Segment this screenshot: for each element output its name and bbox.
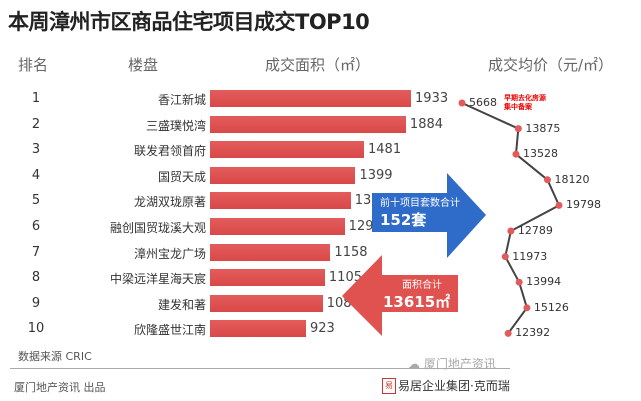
units-value: 152套	[380, 211, 427, 229]
price-point	[504, 329, 512, 337]
price-point	[543, 176, 551, 184]
producer: 厦门地产资讯 出品	[14, 381, 106, 394]
project-label: 香江新城	[157, 93, 206, 107]
rank-label: 10	[27, 321, 45, 337]
area-bar	[210, 243, 331, 261]
price-point	[515, 278, 523, 286]
price-label: 11973	[512, 249, 548, 263]
header-rank: 排名	[18, 56, 49, 74]
price-point	[523, 304, 531, 312]
header-price: 成交均价（元/㎡）	[488, 56, 614, 74]
seal-logo-icon: 易	[382, 378, 396, 394]
price-point	[514, 125, 522, 133]
project-label: 龙湖双珑原著	[133, 195, 206, 210]
area-bar	[210, 269, 325, 287]
area-bar	[210, 192, 351, 210]
chart-title: 本周漳州市区商品住宅项目成交TOP10	[8, 10, 370, 34]
area-bar	[210, 294, 323, 312]
price-label: 13528	[522, 147, 558, 161]
price-label: 13875	[525, 121, 561, 135]
price-note: 早期去化房源集中备案	[504, 94, 546, 111]
brand-name: 易居企业集团·克而瑞	[398, 379, 510, 393]
area-label: 面积合计	[402, 280, 442, 291]
area-value-label: 1884	[409, 116, 444, 132]
rank-label: 3	[31, 142, 41, 158]
rank-label: 1	[31, 91, 41, 106]
rank-label: 2	[31, 116, 41, 132]
area-value: 13615㎡	[383, 293, 451, 311]
wechat-mark: ☁ 厦门地产资讯	[408, 357, 496, 371]
area-bar	[210, 166, 356, 184]
price-point	[507, 227, 515, 235]
project-label: 三盛璞悦湾	[145, 118, 206, 133]
blue-arrow	[372, 173, 486, 258]
rank-label: 4	[31, 167, 41, 183]
data-source: 数据来源 CRIC	[18, 350, 92, 363]
area-value-label: 1933	[415, 91, 449, 106]
area-bar	[210, 115, 406, 133]
rank-label: 6	[31, 219, 41, 234]
price-label: 19798	[566, 198, 601, 212]
price-label: 12789	[517, 224, 553, 237]
area-bar	[210, 90, 412, 107]
header-area: 成交面积（㎡）	[265, 56, 371, 74]
price-point	[512, 150, 520, 158]
rank-label: 7	[31, 244, 41, 260]
price-label: 15126	[533, 300, 569, 314]
wechat-name: 厦门地产资讯	[423, 357, 496, 371]
price-label: 18120	[554, 172, 590, 186]
project-label: 欣隆盛世江南	[133, 323, 206, 338]
footer-divider	[10, 368, 510, 369]
project-label: 国贸天成	[157, 169, 206, 184]
price-label: 5668	[469, 96, 497, 109]
area-bar	[210, 218, 345, 235]
area-value-label: 1158	[334, 244, 368, 260]
price-line	[461, 102, 561, 334]
area-bar	[210, 320, 306, 338]
red-arrow	[342, 255, 458, 336]
project-label: 建发和著	[157, 297, 206, 312]
project-label: 融创国贸珑溪大观	[109, 221, 206, 235]
project-label: 中梁远洋星海天宸	[109, 272, 206, 287]
units-label: 前十项目套数合计	[380, 198, 460, 209]
price-label: 13994	[526, 275, 562, 289]
area-value-label: 1105	[328, 270, 362, 286]
price-point	[458, 99, 466, 107]
rank-label: 5	[31, 193, 41, 209]
project-label: 联发君领首府	[133, 144, 206, 159]
price-point	[501, 253, 509, 261]
price-point	[555, 201, 563, 209]
area-value-label: 923	[309, 321, 335, 337]
area-value-label: 1399	[359, 167, 393, 183]
rank-label: 9	[31, 295, 41, 311]
area-bar	[210, 141, 365, 159]
rank-label: 8	[31, 270, 41, 286]
price-label: 12392	[515, 326, 551, 340]
project-label: 漳州宝龙广场	[133, 246, 206, 261]
area-value-label: 1481	[368, 142, 402, 158]
header-project: 楼盘	[128, 56, 159, 74]
wechat-icon: ☁	[408, 357, 420, 371]
